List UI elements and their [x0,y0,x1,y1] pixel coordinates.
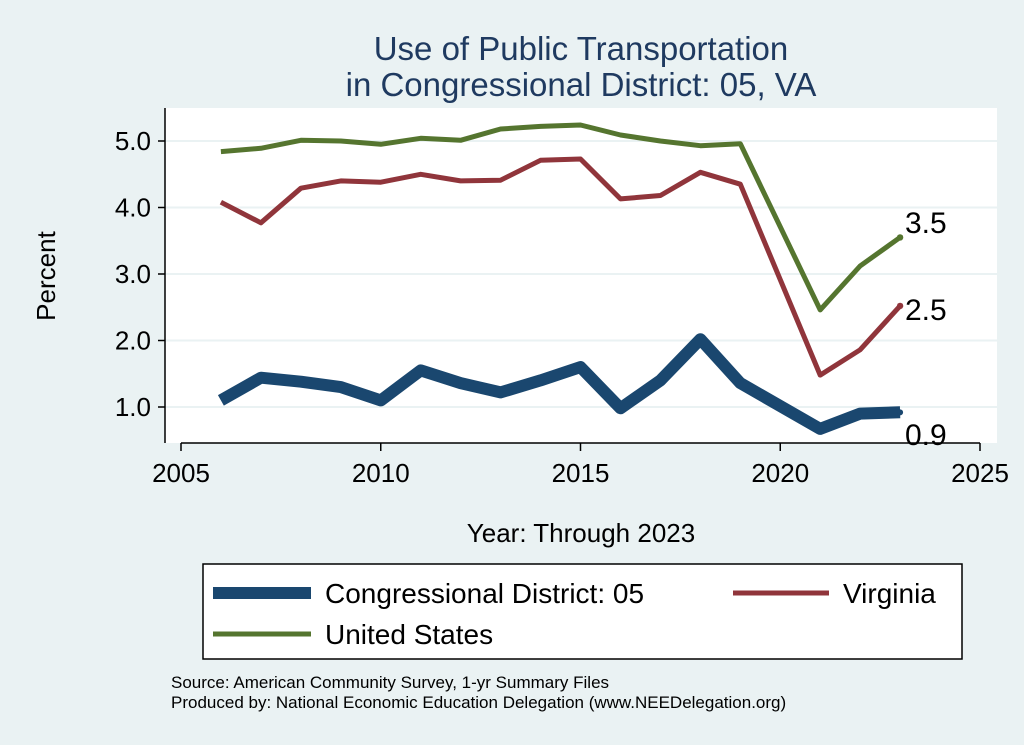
y-tick-label-2: 3.0 [115,259,151,289]
x-tick-label-0: 2005 [152,458,210,488]
legend-label-0: Congressional District: 05 [325,578,644,609]
series-end-marker-0 [897,409,903,415]
y-tick-label-4: 5.0 [115,126,151,156]
end-label-1: 2.5 [905,294,947,327]
legend-label-2: United States [325,619,493,650]
chart-title-line-2: in Congressional District: 05, VA [346,66,817,103]
x-tick-label-4: 2025 [951,458,1009,488]
source-line-2: Produced by: National Economic Education… [171,693,786,712]
chart-title-line-1: Use of Public Transportation [374,30,789,67]
series-end-marker-2 [897,234,903,240]
source-line-1: Source: American Community Survey, 1-yr … [171,673,609,692]
y-tick-label-3: 4.0 [115,193,151,223]
x-axis-label: Year: Through 2023 [467,518,695,548]
x-tick-label-1: 2010 [352,458,410,488]
chart: Use of Public Transportation in Congress… [0,0,1024,745]
end-label-0: 0.9 [905,419,947,452]
x-tick-label-2: 2015 [552,458,610,488]
y-tick-label-0: 1.0 [115,392,151,422]
series-end-marker-1 [897,303,903,309]
y-tick-label-1: 2.0 [115,326,151,356]
end-label-2: 3.5 [905,207,947,240]
legend-label-1: Virginia [843,578,936,609]
x-tick-label-3: 2020 [751,458,809,488]
y-axis-label: Percent [31,230,61,320]
